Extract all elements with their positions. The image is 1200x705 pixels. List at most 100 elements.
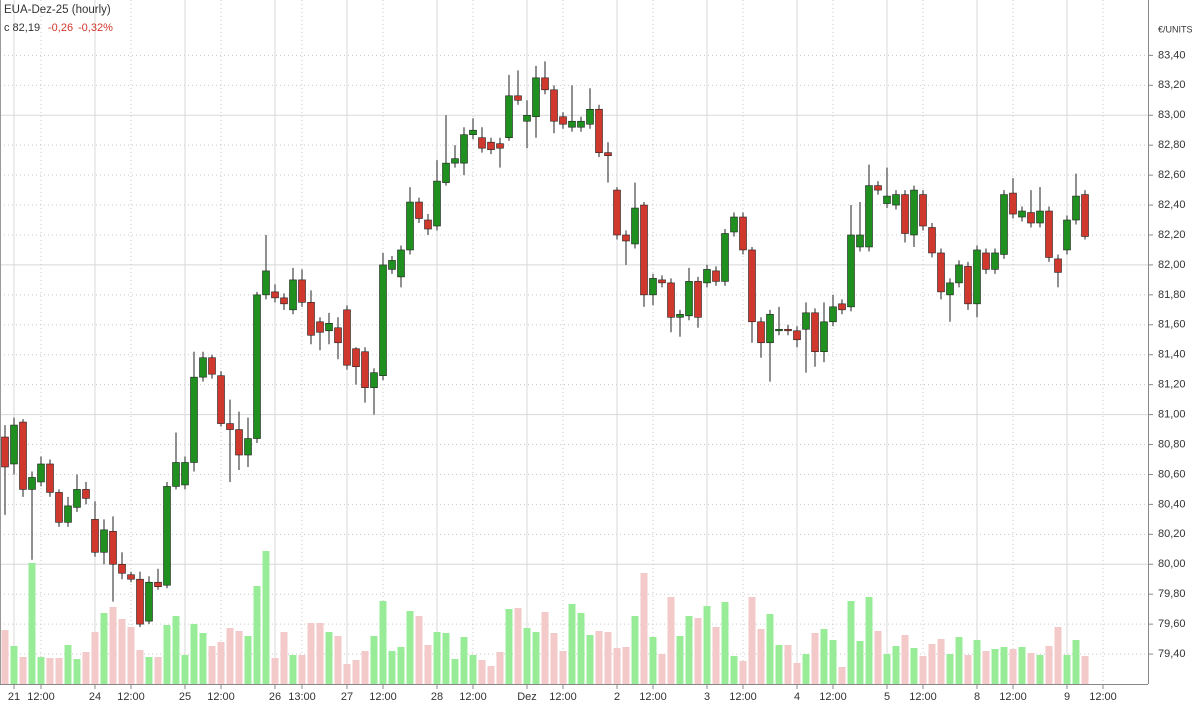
x-tick-label: 3 (704, 691, 710, 703)
x-tick-label: 12:00 (459, 691, 487, 703)
candle-body (217, 375, 225, 424)
candle-body (946, 282, 954, 296)
candle-body (1072, 195, 1080, 221)
candle-body (100, 529, 108, 553)
candle-body (109, 531, 117, 565)
y-tick-label: 82,60 (1158, 169, 1186, 181)
candle-body (550, 89, 558, 122)
candle-body (694, 281, 702, 318)
volume-bar (73, 659, 81, 684)
candle-body (901, 194, 909, 234)
candle-body (847, 234, 855, 308)
y-tick-label: 81,20 (1158, 379, 1186, 391)
candle-body (865, 185, 873, 248)
volume-bar (811, 633, 819, 684)
candle-body (1009, 192, 1017, 215)
x-tick-label: 12:00 (639, 691, 667, 703)
x-tick-label: 13:00 (288, 691, 316, 703)
candle-body (1018, 210, 1026, 218)
volume-bar (946, 654, 954, 684)
volume-bar (937, 639, 945, 684)
volume-bar (136, 650, 144, 684)
volume-bar (145, 657, 153, 684)
x-tick-label: 12:00 (1089, 691, 1117, 703)
volume-bar (208, 646, 216, 684)
volume-bar (874, 631, 882, 684)
candle-body (235, 429, 243, 456)
volume-bar (541, 612, 549, 684)
volume-bar (1009, 649, 1017, 684)
candle-body (298, 279, 306, 303)
candle-body (496, 143, 504, 149)
x-tick-label: 12:00 (909, 691, 937, 703)
volume-bar (235, 631, 243, 684)
x-tick-label: 27 (341, 691, 353, 703)
x-tick-label: 4 (794, 691, 800, 703)
candle-body (82, 489, 90, 499)
volume-bar (559, 651, 567, 684)
candle-body (253, 294, 261, 439)
candle-body (838, 303, 846, 311)
y-tick-label: 79,40 (1158, 648, 1186, 660)
volume-bar (712, 627, 720, 684)
volume-bar (478, 660, 486, 684)
y-tick-label: 82,40 (1158, 199, 1186, 211)
x-tick-label: 12:00 (27, 691, 55, 703)
volume-bar (775, 645, 783, 684)
y-tick-label: 80,20 (1158, 528, 1186, 540)
volume-bar (334, 636, 342, 684)
volume-bar (955, 637, 963, 684)
volume-bar (1072, 640, 1080, 684)
y-tick-label: 79,80 (1158, 588, 1186, 600)
volume-bar (847, 601, 855, 684)
candle-body (334, 327, 342, 344)
candle-body (154, 581, 162, 588)
volume-bar (244, 636, 252, 684)
candle-body (541, 77, 549, 91)
candle-body (1000, 194, 1008, 255)
volume-bar (595, 631, 603, 684)
x-tick-label: 12:00 (117, 691, 145, 703)
candle-body (874, 185, 882, 191)
candle-body (856, 234, 864, 248)
volume-bar (919, 656, 927, 684)
candle-body (559, 116, 567, 125)
volume-bar (532, 632, 540, 684)
candle-body (316, 321, 324, 333)
volume-bar (442, 633, 450, 684)
candle-body (307, 302, 315, 336)
candle-body (1081, 194, 1089, 237)
legend-change-pct: -0,32% (78, 22, 113, 34)
candle-body (64, 505, 72, 523)
volume-bar (109, 607, 117, 684)
volume-bar (496, 652, 504, 684)
candle-body (613, 189, 621, 236)
volume-bar (19, 657, 27, 684)
candle-body (595, 108, 603, 153)
volume-bar (379, 601, 387, 684)
candle-body (442, 162, 450, 183)
candle-body (910, 189, 918, 236)
y-tick-label: 80,00 (1158, 558, 1186, 570)
volume-bar (55, 658, 63, 684)
candle-body (991, 252, 999, 270)
candle-body (262, 270, 270, 296)
candle-body (325, 322, 333, 332)
candle-body (577, 120, 585, 128)
candle-body (1036, 210, 1044, 224)
volume-bar (487, 666, 495, 684)
volume-bar (28, 563, 36, 684)
volume-bar (793, 663, 801, 684)
candle-body (460, 134, 468, 164)
candle-body (730, 216, 738, 233)
volume-bar (1036, 655, 1044, 684)
candle-body (919, 194, 927, 227)
volume-bar (991, 649, 999, 684)
volume-bar (640, 573, 648, 684)
volume-bar (964, 655, 972, 684)
volume-bar (1054, 627, 1062, 684)
volume-bar (604, 632, 612, 684)
candle-body (685, 281, 693, 317)
volume-bar (784, 645, 792, 684)
